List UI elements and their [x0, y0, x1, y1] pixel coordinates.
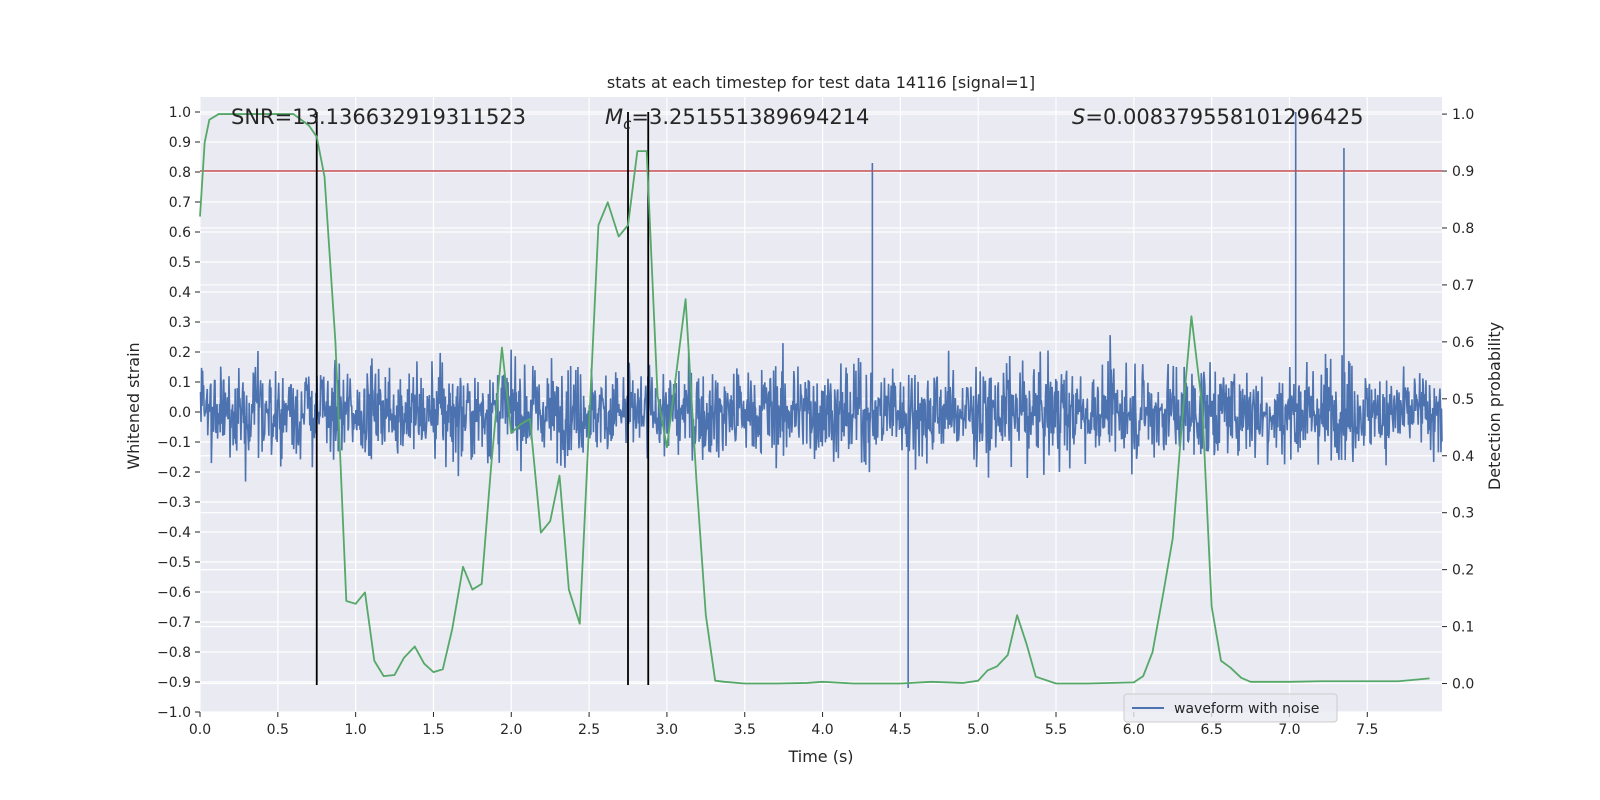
waveform-with-noise [199, 112, 1443, 688]
y-tick-label-4: −0.6 [157, 585, 191, 601]
y-tick-label-10: 0.0 [169, 405, 191, 421]
x-tick-label-15: 7.5 [1356, 722, 1378, 738]
legend-label: waveform with noise [1174, 701, 1319, 717]
y-tick-label-3: −0.7 [157, 615, 191, 631]
x-tick-label-5: 2.5 [578, 722, 600, 738]
mc-annotation: Mc=3.251551389694214 [605, 105, 869, 133]
right-y-tick-label-4: 0.4 [1452, 449, 1474, 465]
x-tick-label-2: 1.0 [345, 722, 367, 738]
detection-probability-series [199, 113, 1430, 685]
right-y-axis-label: Detection probability [1485, 322, 1504, 490]
right-y-tick-label-0: 0.0 [1452, 677, 1474, 693]
x-tick-label-8: 4.0 [811, 722, 833, 738]
right-y-tick-label-1: 0.1 [1452, 620, 1474, 636]
x-tick-label-10: 5.0 [967, 722, 989, 738]
right-y-tick-label-3: 0.3 [1452, 506, 1474, 522]
legend-box [1123, 693, 1338, 723]
x-axis-ticks: 0.0 0.5 1.0 1.5 2.0 2.5 3.0 3.5 4.0 4.5 5.0 5.5 6.0 6… [189, 712, 1378, 738]
s-symbol: S [1072, 105, 1085, 129]
y-tick-label-9: −0.1 [157, 435, 191, 451]
right-y-tick-label-7: 0.7 [1452, 278, 1474, 294]
y-tick-label-8: −0.2 [157, 465, 191, 481]
y-tick-label-7: −0.3 [157, 495, 191, 511]
x-tick-label-12: 6.0 [1123, 722, 1145, 738]
right-y-tick-label-6: 0.6 [1452, 335, 1474, 351]
y-tick-label-20: 1.0 [169, 105, 191, 121]
mc-subscript: c [623, 115, 632, 133]
y-tick-label-6: −0.4 [157, 525, 191, 541]
right-y-tick-label-5: 0.5 [1452, 392, 1474, 408]
x-tick-label-3: 1.5 [422, 722, 444, 738]
y-tick-label-17: 0.7 [169, 195, 191, 211]
s-value: =0.008379558101296425 [1085, 105, 1363, 129]
y-axis-label: Whitened strain [124, 342, 143, 469]
right-y-tick-label-10: 1.0 [1452, 107, 1474, 123]
snr-annotation: SNR=13.136632919311523 [231, 105, 526, 129]
legend: waveform with noise [1123, 693, 1338, 723]
y-tick-label-5: −0.5 [157, 555, 191, 571]
y-tick-label-13: 0.3 [169, 315, 191, 331]
right-y-tick-label-9: 0.9 [1452, 164, 1474, 180]
x-tick-label-7: 3.5 [734, 722, 756, 738]
chart-title: stats at each timestep for test data 141… [607, 73, 1035, 92]
x-tick-label-1: 0.5 [267, 722, 289, 738]
reference-lines [200, 112, 1442, 685]
x-tick-label-11: 5.5 [1045, 722, 1067, 738]
y-tick-label-16: 0.6 [169, 225, 191, 241]
x-tick-label-9: 4.5 [889, 722, 911, 738]
right-y-axis-ticks: 0.0 0.1 0.2 0.3 0.4 0.5 0.6 0.7 0.8 0.9 1.0 [1442, 107, 1474, 693]
x-tick-label-0: 0.0 [189, 722, 211, 738]
s-annotation: S=0.008379558101296425 [1072, 105, 1363, 129]
y-axis-ticks: −1.0 −0.9 −0.8 −0.7 −0.6 −0.5 −0.4 −0.3 −0.2 −0.1… [157, 105, 200, 721]
y-tick-label-11: 0.1 [169, 375, 191, 391]
right-y-tick-label-8: 0.8 [1452, 221, 1474, 237]
x-tick-label-4: 2.0 [500, 722, 522, 738]
y-tick-label-0: −1.0 [157, 705, 191, 721]
mc-value: =3.251551389694214 [631, 105, 869, 129]
right-y-tick-label-2: 0.2 [1452, 563, 1474, 579]
y-tick-label-12: 0.2 [169, 345, 191, 361]
y-tick-label-14: 0.4 [169, 285, 191, 301]
y-tick-label-15: 0.5 [169, 255, 191, 271]
mc-symbol: M [605, 105, 623, 129]
x-tick-label-6: 3.0 [656, 722, 678, 738]
waveform-line [199, 335, 1443, 482]
y-tick-label-2: −0.8 [157, 645, 191, 661]
x-axis-label: Time (s) [787, 747, 853, 766]
y-tick-label-19: 0.9 [169, 135, 191, 151]
x-tick-label-13: 6.5 [1201, 722, 1223, 738]
y-tick-label-1: −0.9 [157, 675, 191, 691]
probability-line-0 [199, 113, 1430, 685]
y-tick-label-18: 0.8 [169, 165, 191, 181]
x-tick-label-14: 7.0 [1278, 722, 1300, 738]
